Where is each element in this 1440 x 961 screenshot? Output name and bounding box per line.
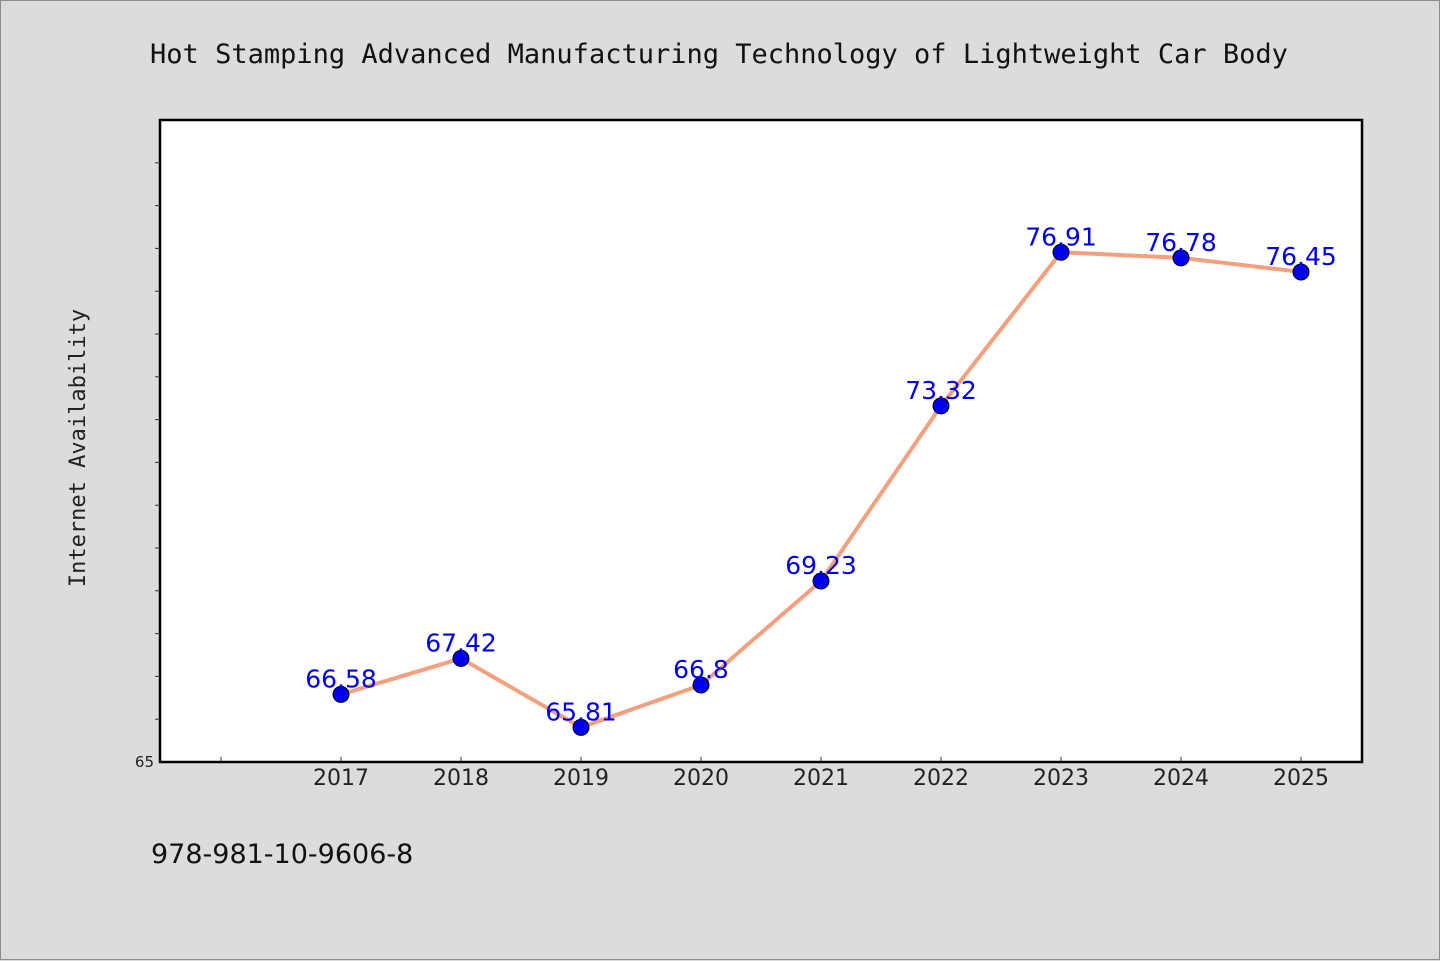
data-label: 66.58 [305, 664, 377, 693]
y-axis-ticks: 65 [135, 162, 160, 771]
data-label: 69.23 [785, 551, 857, 580]
x-tick-label: 2023 [1033, 766, 1089, 791]
data-label: 76.45 [1265, 242, 1337, 271]
data-labels: 66.58 67.42 65.81 66.8 69.23 73.32 76.91 76.78 7… [305, 222, 1337, 726]
data-point [812, 572, 830, 590]
data-label: 76.78 [1145, 228, 1217, 257]
data-point [1172, 249, 1190, 267]
data-label: 65.81 [545, 697, 617, 726]
x-tick-label: 2024 [1153, 766, 1209, 791]
x-tick-label: 2022 [913, 766, 969, 791]
footer-isbn: 978-981-10-9606-8 [151, 839, 413, 870]
data-point [1052, 243, 1070, 261]
data-point [332, 685, 350, 703]
x-tick-label: 2019 [553, 766, 609, 791]
x-tick-label: 2025 [1273, 766, 1329, 791]
data-label: 67.42 [425, 628, 497, 657]
data-point [572, 718, 590, 736]
x-axis-ticks: 2017 2018 2019 2020 2021 2022 2023 2024 2025 [220, 757, 1329, 791]
data-point [932, 397, 950, 415]
y-tick-label: 65 [135, 753, 154, 771]
data-label: 76.91 [1025, 222, 1097, 251]
series-layer [332, 243, 1310, 736]
data-label: 66.8 [673, 655, 729, 684]
x-tick-label: 2021 [793, 766, 849, 791]
plot-area [158, 118, 1364, 764]
y-axis-label: Internet Availability [66, 309, 91, 587]
x-tick-label: 2017 [313, 766, 369, 791]
data-point [452, 649, 470, 667]
data-point [692, 676, 710, 694]
x-tick-label: 2020 [673, 766, 729, 791]
data-point [1292, 263, 1310, 281]
x-tick-label: 2018 [433, 766, 489, 791]
chart-title: Hot Stamping Advanced Manufacturing Tech… [150, 39, 1288, 70]
data-label: 73.32 [905, 376, 977, 405]
